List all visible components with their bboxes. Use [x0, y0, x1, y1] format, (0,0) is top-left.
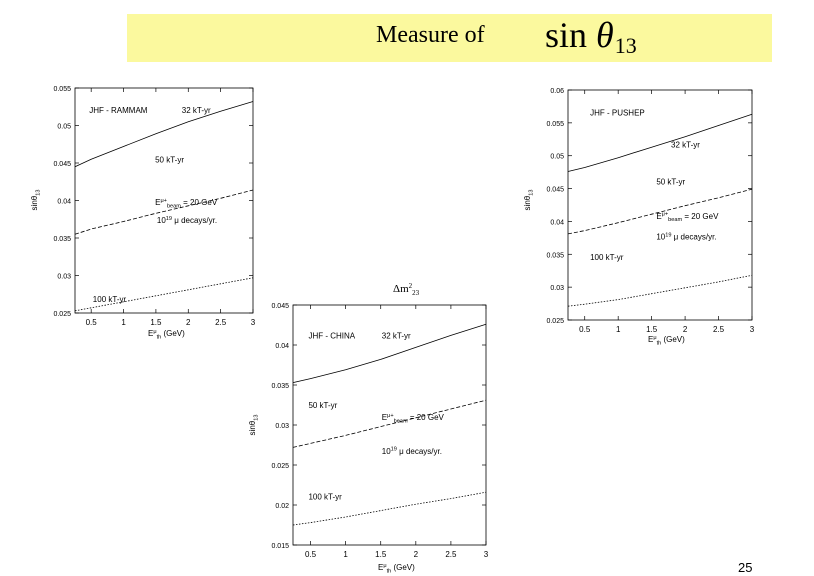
delta-m-label: Δm223 [393, 282, 420, 297]
series-line-dotted [292, 491, 487, 526]
y-tick-label: 0.03 [57, 274, 71, 281]
y-tick-label: 0.055 [546, 121, 564, 128]
y-tick-label: 0.06 [550, 88, 564, 95]
series-line-solid [74, 101, 254, 168]
decays-annotation: 1019 μ decays/yr. [382, 447, 442, 456]
x-axis-label: Eμth (GeV) [648, 335, 685, 347]
delta-m-prefix: Δm [393, 283, 409, 295]
y-tick-label: 0.025 [53, 311, 71, 318]
x-tick-label: 1 [343, 550, 348, 559]
series-label: 50 kT-yr [155, 155, 184, 164]
y-tick-label: 0.05 [57, 124, 71, 131]
y-tick-label: 0.04 [275, 343, 289, 350]
delta-m-sup: 2 [408, 282, 413, 290]
title-sin: sin [545, 15, 588, 55]
slide-title: Measure of [376, 22, 485, 48]
y-tick-label: 0.055 [53, 86, 71, 93]
x-tick-label: 1.5 [646, 325, 658, 334]
plot-title: JHF - PUSHEP [590, 108, 645, 117]
series-label: 50 kT-yr [656, 177, 685, 186]
y-tick-label: 0.03 [275, 423, 289, 430]
y-tick-label: 0.02 [275, 503, 289, 510]
x-tick-label: 2.5 [215, 318, 227, 327]
series-label: 32 kT-yr [671, 141, 700, 150]
x-tick-label: 2.5 [445, 550, 457, 559]
page-number: 25 [738, 560, 753, 575]
plot-title: JHF - RAMMAM [89, 106, 148, 115]
x-tick-label: 1.5 [375, 550, 387, 559]
y-tick-label: 0.045 [53, 161, 71, 168]
y-tick-label: 0.035 [53, 236, 71, 243]
x-tick-label: 3 [484, 550, 489, 559]
x-tick-label: 0.5 [86, 318, 98, 327]
x-axis-label: Eμth (GeV) [148, 329, 185, 341]
x-tick-label: 2 [186, 318, 191, 327]
y-tick-label: 0.05 [550, 154, 564, 161]
y-axis-label: sinθ13 [30, 190, 41, 211]
x-tick-label: 1 [121, 318, 126, 327]
series-line-dashed [567, 188, 753, 235]
beam-energy-annotation: Eμ+beam = 20 GeV [155, 198, 218, 210]
y-axis-label: sinθ13 [248, 415, 259, 436]
delta-m-sub: 23 [412, 289, 420, 297]
series-label: 100 kT-yr [590, 253, 624, 262]
y-axis-label: sinθ13 [523, 190, 534, 211]
series-label: 32 kT-yr [182, 106, 211, 115]
x-tick-label: 3 [750, 325, 755, 334]
x-tick-label: 2.5 [713, 325, 725, 334]
y-tick-label: 0.04 [57, 199, 71, 206]
decays-annotation: 1019 μ decays/yr. [157, 216, 217, 225]
x-axis-label: Eμth (GeV) [378, 563, 415, 575]
y-tick-label: 0.04 [550, 219, 564, 226]
beam-energy-annotation: Eμ+beam = 20 GeV [656, 212, 719, 224]
title-theta-subscript: 13 [614, 33, 637, 58]
y-tick-label: 0.045 [546, 187, 564, 194]
x-tick-label: 2 [683, 325, 688, 334]
title-theta: θ [596, 15, 614, 55]
series-line-solid [567, 113, 753, 172]
title-banner [127, 14, 772, 62]
plot-frame [567, 89, 753, 321]
x-tick-label: 3 [251, 318, 256, 327]
y-tick-label: 0.045 [271, 303, 289, 310]
series-label: 100 kT-yr [308, 492, 342, 501]
y-tick-label: 0.035 [271, 383, 289, 390]
series-label: 32 kT-yr [382, 332, 411, 341]
plot-title: JHF - CHINA [308, 332, 355, 341]
decays-annotation: 1019 μ decays/yr. [656, 232, 716, 241]
series-line-dotted [74, 277, 254, 312]
series-label: 100 kT-yr [93, 295, 127, 304]
x-tick-label: 0.5 [579, 325, 591, 334]
x-tick-label: 0.5 [305, 550, 317, 559]
y-tick-label: 0.035 [546, 252, 564, 259]
y-tick-label: 0.025 [271, 463, 289, 470]
x-tick-label: 1.5 [150, 318, 162, 327]
y-tick-label: 0.03 [550, 285, 564, 292]
series-label: 50 kT-yr [308, 401, 337, 410]
series-line-dashed [292, 399, 487, 448]
slide-title-formula: sin θ13 [545, 14, 637, 58]
x-tick-label: 1 [616, 325, 621, 334]
series-line-dashed [74, 189, 254, 235]
x-tick-label: 2 [414, 550, 419, 559]
y-tick-label: 0.025 [546, 318, 564, 325]
series-line-solid [292, 323, 487, 383]
y-tick-label: 0.015 [271, 543, 289, 550]
beam-energy-annotation: Eμ+beam = 20 GeV [382, 413, 445, 425]
series-line-dotted [567, 274, 753, 307]
